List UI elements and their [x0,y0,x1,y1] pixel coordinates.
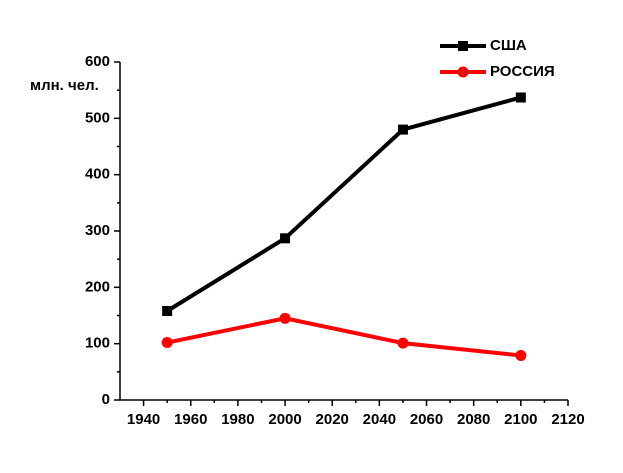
marker [397,124,408,135]
marker [279,312,291,324]
y-tick-label: 300 [85,222,110,239]
x-tick-label: 1940 [127,411,160,428]
marker [397,337,409,349]
legend-label: РОССИЯ [490,63,555,80]
line [166,95,522,313]
x-tick-label: 2000 [268,411,301,428]
y-tick-label: 400 [85,166,110,183]
marker [162,305,173,316]
x-tick-label: 2120 [551,411,584,428]
x-tick-label: 2080 [457,411,490,428]
marker [280,233,291,244]
y-axis-label: млн. чел. [30,77,99,94]
marker [161,337,173,349]
y-tick-label: 200 [85,278,110,295]
y-tick-label: 600 [85,53,110,70]
x-tick-label: 2020 [316,411,349,428]
y-tick-label: 500 [85,109,110,126]
marker [515,92,526,103]
x-tick-label: 2060 [410,411,443,428]
x-tick-label: 1960 [174,411,207,428]
line [166,316,522,358]
marker [515,349,527,361]
y-tick-label: 100 [85,335,110,352]
x-tick-label: 2040 [363,411,396,428]
marker [457,66,469,78]
y-tick-label: 0 [102,391,110,408]
marker [458,41,468,51]
legend-label: США [490,37,527,54]
x-tick-label: 1980 [221,411,254,428]
x-tick-label: 2100 [504,411,537,428]
